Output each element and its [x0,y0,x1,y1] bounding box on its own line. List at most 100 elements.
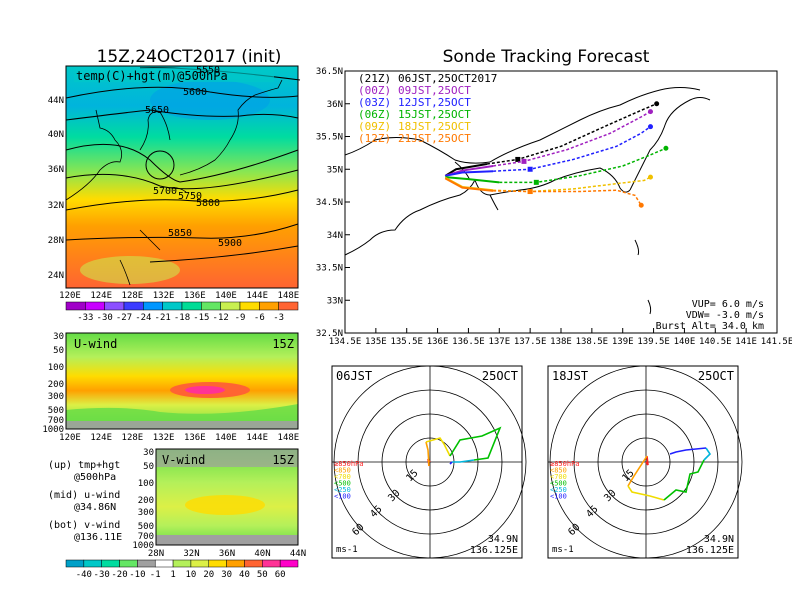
colorbar-swatch [278,301,299,311]
lat-tick-label: 40N [254,549,270,559]
track-descent [493,110,651,167]
temp-colorbar: -33 -30 -27 -24 -21 -18 -15 -12 -9 -6 -3 [65,301,299,323]
coastline [179,79,283,176]
launch-time: 06JST,25OCT2017 [398,72,497,85]
lon-tick-label: 120E [59,291,81,301]
hodo-trace [663,459,705,501]
lat-tick-label: 24N [48,271,64,281]
level-legend: <700 [334,473,351,481]
contour-line [65,169,299,190]
lon-tick-label: 134.5E [329,337,362,347]
lon-tick-label: 136E [427,337,449,347]
jet-max [185,386,225,394]
colorbar-swatch [137,559,156,568]
landing-marker [647,124,653,130]
lon-tick-label: 137E [488,337,510,347]
colorbar-swatch [262,559,281,568]
coastline [139,229,161,251]
lon-axis: 134.5E 135E 135.5E 136E 136.5E 137E 137.5E 138E… [329,328,792,347]
sonde-tracks [444,101,669,208]
colorbar-label: -1 [150,570,161,580]
contour-label: 5700 [153,186,177,197]
pressure-tick-label: 30 [53,332,64,342]
coastlines [65,79,283,286]
panel-notes: (up) tmp+hgt@500hPa (mid) u-wind@34.86N (b… [48,460,122,543]
uwind-label: U-wind [74,337,117,351]
contour-line [65,223,299,241]
colorbar-label: -6 [254,313,265,323]
level-legend: <700 [550,473,567,481]
level-legend: <500 [334,480,351,488]
hodo-trace [449,461,453,465]
lon-tick-label: 138.5E [576,337,609,347]
cold-core [150,80,270,120]
coastline [344,179,476,256]
hodo-trace [703,447,712,461]
lat-tick-label: 44N [48,96,64,106]
contour-label: 5800 [196,198,220,209]
lon-tick-label: 128E [122,433,144,443]
lon-tick-label: 120E [59,433,81,443]
lon-tick-label: 140E [674,337,696,347]
colorbar-label: -21 [155,313,171,323]
lon-axis: 120E 124E 128E 132E 136E 140E 144E 148E [59,433,299,443]
label-bg [74,68,274,82]
level-legend: <850 [550,467,567,475]
level-legend: <250 [334,486,351,494]
coastline [634,239,640,256]
colorbar-swatch [279,559,299,568]
pressure-tick-label: 500 [48,406,64,416]
pressure-tick-label: 100 [48,363,64,373]
coastline [119,259,131,286]
lat-axis: 44N 40N 36N 32N 28N 24N [48,96,64,281]
colorbar-label: -33 [77,313,93,323]
lon-tick-label: 128E [122,291,144,301]
burst-marker [533,179,539,185]
coastline [629,97,711,191]
uwind-time: 15Z [272,337,294,351]
colorbar-swatch [85,301,105,311]
level-legend: <850 [334,467,351,475]
contour-label: 5600 [183,87,207,98]
lat-tick-label: 35.5N [316,133,343,143]
colorbar-label: -3 [273,313,284,323]
colorbar-swatch [119,559,138,568]
hodo-time: 18JST [552,369,588,383]
contour-label: 5900 [218,238,242,249]
pressure-tick-label: 30 [143,448,154,458]
pressure-tick-label: 300 [48,392,64,402]
launch-code: (21Z) [358,72,391,85]
lon-tick-label: 140.5E [699,337,732,347]
hodo-trace [669,447,707,455]
track-ascent [444,177,494,192]
burst-marker [527,166,533,172]
lat-tick-label: 32N [48,201,64,211]
colorbar-swatch [181,301,202,311]
lat-tick-label: 36N [48,165,64,175]
launch-time: 15JST,25OCT [398,108,471,121]
lon-tick-label: 139.5E [637,337,670,347]
contour-line [65,86,299,99]
hodo-unit: ms-1 [552,545,574,555]
pressure-tick-label: 50 [143,462,154,472]
lon-tick-label: 136E [184,433,206,443]
vdw-text: VDW= -3.0 m/s [686,310,764,321]
lat-tick-label: 28N [148,549,164,559]
colorbar-swatch [162,301,183,311]
lon-tick-label: 141.5E [761,337,792,347]
colorbar-swatch [226,559,245,568]
contour-line [65,143,299,183]
lon-tick-label: 135E [365,337,387,347]
colorbar-label: -9 [235,313,246,323]
track-frame [344,70,778,334]
coastline [167,187,187,193]
track-descent [493,126,651,172]
note-line: (up) tmp+hgt [48,460,120,471]
map-frame [65,65,299,289]
hodo-time: 06JST [336,369,372,383]
landing-marker [663,145,669,151]
